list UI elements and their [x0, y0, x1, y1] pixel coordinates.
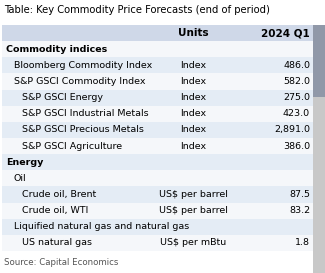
Text: Index: Index — [180, 93, 207, 102]
Text: Units: Units — [178, 28, 209, 38]
Bar — [2, 57, 313, 73]
Text: S&P GSCI Precious Metals: S&P GSCI Precious Metals — [22, 125, 144, 134]
Text: Crude oil, Brent: Crude oil, Brent — [22, 190, 96, 199]
Text: 486.0: 486.0 — [283, 61, 310, 70]
Text: Index: Index — [180, 77, 207, 86]
Text: S&P GSCI Commodity Index: S&P GSCI Commodity Index — [14, 77, 146, 86]
Text: Index: Index — [180, 61, 207, 70]
Text: 2,891.0: 2,891.0 — [274, 125, 310, 134]
Text: 2024 Q1: 2024 Q1 — [261, 28, 310, 38]
Text: 582.0: 582.0 — [283, 77, 310, 86]
Text: 423.0: 423.0 — [283, 109, 310, 118]
Text: US$ per mBtu: US$ per mBtu — [160, 238, 227, 247]
Bar — [2, 106, 313, 122]
Bar — [2, 170, 313, 186]
Bar — [2, 138, 313, 154]
Bar — [2, 122, 313, 138]
Bar — [2, 154, 313, 170]
Text: Energy: Energy — [6, 158, 43, 167]
Bar — [2, 90, 313, 106]
Text: Index: Index — [180, 125, 207, 134]
Text: S&P GSCI Energy: S&P GSCI Energy — [22, 93, 103, 102]
Text: US$ per barrel: US$ per barrel — [159, 206, 228, 215]
Text: Liquified natural gas and natural gas: Liquified natural gas and natural gas — [14, 222, 189, 231]
Text: 1.8: 1.8 — [295, 238, 310, 247]
Bar — [313, 25, 325, 251]
Bar — [2, 235, 313, 251]
Text: Source: Capital Economics: Source: Capital Economics — [4, 258, 118, 267]
Bar — [313, 25, 325, 97]
Text: Commodity indices: Commodity indices — [6, 45, 107, 54]
Bar — [2, 186, 313, 203]
Text: 83.2: 83.2 — [289, 206, 310, 215]
Text: 275.0: 275.0 — [283, 93, 310, 102]
Text: Crude oil, WTI: Crude oil, WTI — [22, 206, 88, 215]
Bar — [2, 203, 313, 219]
Text: Oil: Oil — [14, 174, 27, 183]
Text: Table: Key Commodity Price Forecasts (end of period): Table: Key Commodity Price Forecasts (en… — [4, 5, 270, 15]
Text: US$ per barrel: US$ per barrel — [159, 190, 228, 199]
Bar — [2, 41, 313, 57]
Text: US natural gas: US natural gas — [22, 238, 92, 247]
Bar — [2, 73, 313, 90]
Text: Bloomberg Commodity Index: Bloomberg Commodity Index — [14, 61, 152, 70]
Text: Index: Index — [180, 142, 207, 151]
Text: 87.5: 87.5 — [289, 190, 310, 199]
Text: Index: Index — [180, 109, 207, 118]
Text: S&P GSCI Industrial Metals: S&P GSCI Industrial Metals — [22, 109, 149, 118]
Bar — [2, 219, 313, 235]
Text: 386.0: 386.0 — [283, 142, 310, 151]
Bar — [2, 25, 313, 41]
Bar — [313, 251, 325, 273]
Text: S&P GSCI Agriculture: S&P GSCI Agriculture — [22, 142, 122, 151]
